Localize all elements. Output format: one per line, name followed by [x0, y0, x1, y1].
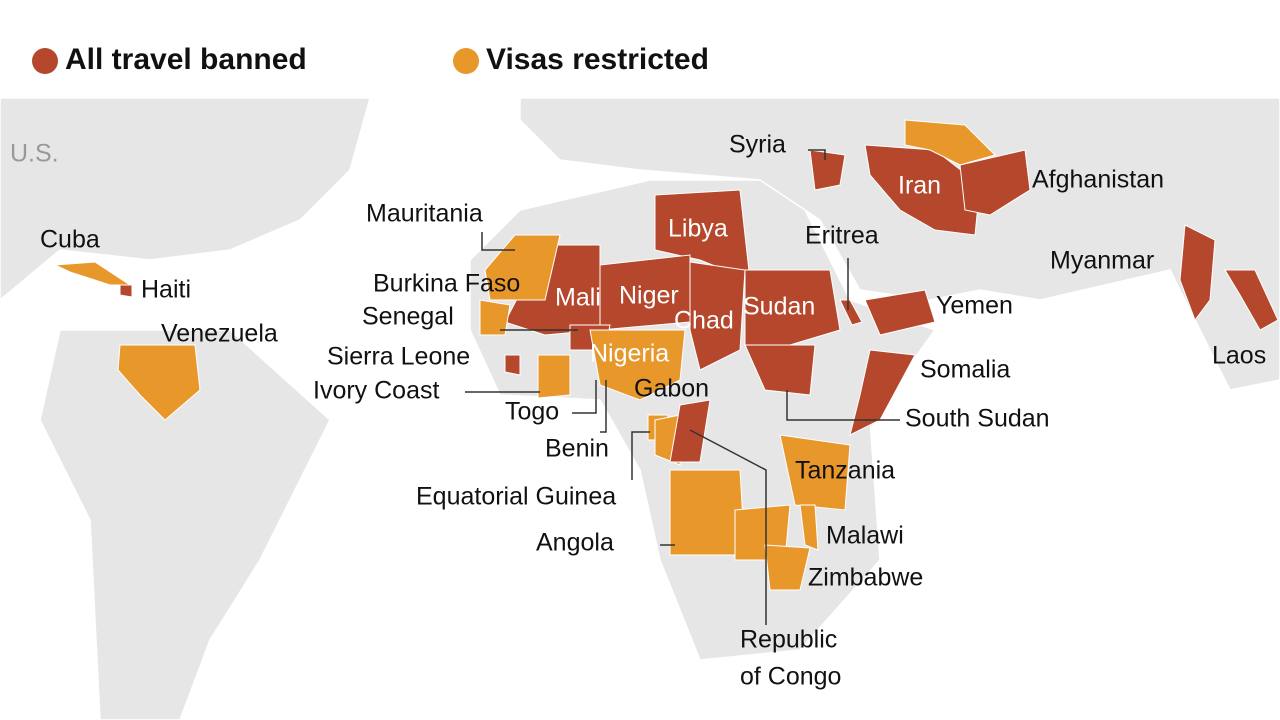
country-label: Sierra Leone: [327, 343, 470, 371]
country-shape: [589, 329, 686, 401]
country-shape: [669, 399, 711, 463]
country-label: Senegal: [362, 303, 454, 331]
landmass: [39, 329, 331, 720]
country-label: Togo: [505, 398, 559, 426]
legend-label: Visas restricted: [486, 43, 709, 76]
country-shape: [744, 269, 841, 346]
country-shape: [764, 544, 811, 591]
country-shape: [1224, 269, 1279, 331]
leader-line: [631, 431, 650, 480]
country-shape: [839, 299, 863, 326]
country-label: Chad: [674, 307, 734, 335]
country-label: Mali: [555, 284, 601, 312]
leader-line: [600, 380, 607, 433]
country-shape: [669, 469, 746, 556]
legend-swatch: [32, 48, 58, 74]
country-label: Syria: [729, 131, 786, 159]
country-label: Haiti: [141, 276, 191, 304]
country-label: Zimbabwe: [808, 564, 923, 592]
region-label: U.S.: [10, 140, 59, 168]
country-shape: [744, 344, 816, 396]
country-shape: [779, 434, 851, 511]
country-label: Gabon: [634, 375, 709, 403]
country-label: Yemen: [936, 292, 1013, 320]
country-label: Eritrea: [805, 222, 879, 250]
country-label: Niger: [619, 282, 679, 310]
leader-line: [786, 390, 900, 421]
country-label: of Congo: [740, 663, 841, 691]
leader-line: [572, 380, 597, 414]
legend: All travel banned Visas restricted: [32, 43, 709, 76]
country-shape: [849, 349, 916, 436]
country-label: Afghanistan: [1032, 166, 1164, 194]
country-label: Burkina Faso: [373, 270, 520, 298]
country-shape: [504, 354, 521, 376]
country-shape: [119, 284, 133, 298]
country-label: Venezuela: [161, 320, 278, 348]
country-label: Libya: [668, 215, 728, 243]
landmass: [519, 97, 1280, 391]
country-shape: [864, 289, 936, 336]
country-label: Cuba: [40, 226, 100, 254]
country-label: Mauritania: [366, 200, 483, 228]
leader-line: [808, 149, 826, 160]
country-label: Malawi: [826, 522, 904, 550]
leader-line: [689, 429, 767, 625]
country-label: Angola: [536, 529, 614, 557]
country-shape: [904, 119, 996, 166]
country-shape: [484, 234, 561, 301]
country-shape: [1179, 224, 1216, 322]
country-label: Iran: [898, 172, 941, 200]
country-label: Ivory Coast: [313, 377, 439, 405]
country-shape: [479, 299, 511, 336]
legend-label: All travel banned: [65, 43, 307, 76]
country-label: Equatorial Guinea: [416, 483, 616, 511]
leader-lines: [465, 149, 900, 625]
leader-line: [481, 232, 515, 251]
country-label: Tanzania: [795, 457, 895, 485]
country-label: Somalia: [920, 356, 1010, 384]
country-label: Nigeria: [590, 340, 669, 368]
country-label: South Sudan: [905, 405, 1050, 433]
legend-swatch: [453, 48, 479, 74]
country-labels: U.S. Cuba Haiti Venezuela Mauritania Bur…: [10, 131, 1266, 691]
country-shape: [959, 149, 1031, 216]
country-label: Benin: [545, 435, 609, 463]
country-shape: [809, 149, 846, 191]
country-shape: [537, 354, 571, 399]
country-label: Laos: [1212, 342, 1266, 370]
country-shape: [117, 344, 201, 421]
country-label: Sudan: [743, 293, 815, 321]
countries: [53, 119, 1279, 591]
country-label: Myanmar: [1050, 247, 1154, 275]
country-shape: [799, 504, 819, 551]
landmass: [0, 97, 371, 301]
country-label: Republic: [740, 626, 837, 654]
